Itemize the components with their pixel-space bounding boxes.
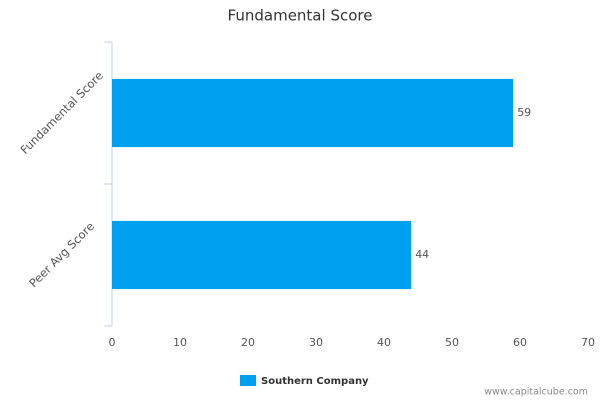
x-tick-label: 60 — [513, 336, 527, 349]
bar — [112, 78, 514, 148]
category-label: Fundamental Score — [17, 68, 105, 156]
x-tick-label: 50 — [445, 336, 459, 349]
x-tick-label: 10 — [173, 336, 187, 349]
x-tick-label: 40 — [377, 336, 391, 349]
x-tick-label: 0 — [109, 336, 116, 349]
x-tick-label: 20 — [241, 336, 255, 349]
x-tick-label: 30 — [309, 336, 323, 349]
legend-swatch — [240, 375, 256, 386]
x-tick-label: 70 — [581, 336, 595, 349]
bar — [112, 220, 412, 290]
chart-title: Fundamental Score — [228, 7, 373, 25]
value-label: 59 — [517, 106, 531, 119]
category-label: Peer Avg Score — [26, 219, 97, 290]
watermark: www.capitalcube.com — [484, 387, 588, 398]
value-label: 44 — [415, 248, 429, 261]
legend-label: Southern Company — [261, 376, 369, 387]
